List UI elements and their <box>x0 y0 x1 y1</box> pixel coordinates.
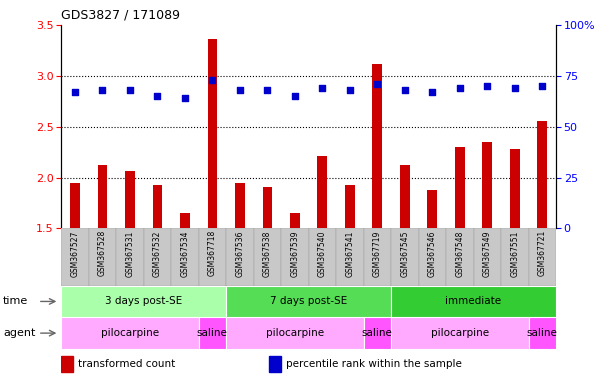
Bar <box>180 213 189 228</box>
Point <box>482 83 492 89</box>
Bar <box>226 317 364 349</box>
Bar <box>474 228 501 286</box>
Text: saline: saline <box>362 328 393 338</box>
Bar <box>226 286 391 317</box>
Text: pilocarpine: pilocarpine <box>266 328 324 338</box>
Point <box>235 87 244 93</box>
Bar <box>116 228 144 286</box>
Bar <box>199 317 226 349</box>
Bar <box>336 228 364 286</box>
Text: percentile rank within the sample: percentile rank within the sample <box>287 359 462 369</box>
Text: GSM367548: GSM367548 <box>455 230 464 276</box>
Bar <box>61 317 199 349</box>
Bar <box>391 228 419 286</box>
Text: GSM367528: GSM367528 <box>98 230 107 276</box>
Text: GSM367532: GSM367532 <box>153 230 162 276</box>
Bar <box>400 166 409 228</box>
Bar <box>538 121 547 228</box>
Bar <box>510 149 519 228</box>
Point <box>400 87 409 93</box>
Bar <box>98 166 107 228</box>
Bar <box>428 190 437 228</box>
Bar <box>208 39 217 228</box>
Bar <box>61 286 226 317</box>
Bar <box>226 228 254 286</box>
Text: GSM367549: GSM367549 <box>483 230 492 277</box>
Bar <box>263 187 272 228</box>
Point <box>510 85 519 91</box>
Bar <box>446 228 474 286</box>
Text: GSM367538: GSM367538 <box>263 230 272 276</box>
Text: GSM367719: GSM367719 <box>373 230 382 276</box>
Bar <box>455 147 464 228</box>
Point <box>455 85 464 91</box>
Text: time: time <box>3 296 28 306</box>
Point <box>290 93 300 99</box>
Text: saline: saline <box>197 328 228 338</box>
Point <box>207 77 218 83</box>
Point <box>373 81 382 87</box>
Point <box>427 89 437 95</box>
Text: GSM367541: GSM367541 <box>345 230 354 276</box>
Text: GSM367551: GSM367551 <box>510 230 519 276</box>
Text: GSM367539: GSM367539 <box>290 230 299 277</box>
Text: agent: agent <box>3 328 35 338</box>
Text: GSM367536: GSM367536 <box>235 230 244 277</box>
Bar <box>199 228 226 286</box>
Bar <box>61 228 89 286</box>
Text: GSM367534: GSM367534 <box>180 230 189 277</box>
Text: GSM367718: GSM367718 <box>208 230 217 276</box>
Text: pilocarpine: pilocarpine <box>101 328 159 338</box>
Bar <box>269 356 281 372</box>
Bar <box>318 156 327 228</box>
Text: GSM367721: GSM367721 <box>538 230 547 276</box>
Point <box>98 87 108 93</box>
Bar <box>89 228 116 286</box>
Point <box>263 87 273 93</box>
Point <box>180 95 189 101</box>
Point <box>538 83 547 89</box>
Bar <box>483 142 492 228</box>
Bar <box>235 183 244 228</box>
Bar <box>290 213 299 228</box>
Bar <box>364 228 391 286</box>
Bar <box>125 172 134 228</box>
Bar <box>309 228 336 286</box>
Point <box>153 93 163 99</box>
Text: GSM367540: GSM367540 <box>318 230 327 277</box>
Text: GSM367545: GSM367545 <box>400 230 409 277</box>
Text: GDS3827 / 171089: GDS3827 / 171089 <box>61 8 180 21</box>
Text: GSM367546: GSM367546 <box>428 230 437 277</box>
Point <box>125 87 134 93</box>
Point <box>318 85 327 91</box>
Bar <box>419 228 446 286</box>
Bar <box>501 228 529 286</box>
Point <box>345 87 354 93</box>
Bar <box>391 286 556 317</box>
Text: pilocarpine: pilocarpine <box>431 328 489 338</box>
Bar <box>153 185 162 228</box>
Bar <box>144 228 171 286</box>
Bar <box>61 356 73 372</box>
Text: immediate: immediate <box>445 296 502 306</box>
Bar <box>364 317 391 349</box>
Text: transformed count: transformed count <box>78 359 176 369</box>
Bar <box>391 317 529 349</box>
Text: 3 days post-SE: 3 days post-SE <box>105 296 182 306</box>
Bar <box>345 185 354 228</box>
Bar <box>171 228 199 286</box>
Bar <box>281 228 309 286</box>
Bar <box>254 228 281 286</box>
Point <box>70 89 79 95</box>
Bar <box>529 317 556 349</box>
Bar <box>373 64 382 228</box>
Text: 7 days post-SE: 7 days post-SE <box>270 296 347 306</box>
Text: saline: saline <box>527 328 558 338</box>
Text: GSM367531: GSM367531 <box>125 230 134 276</box>
Bar <box>70 183 79 228</box>
Text: GSM367527: GSM367527 <box>70 230 79 276</box>
Bar <box>529 228 556 286</box>
